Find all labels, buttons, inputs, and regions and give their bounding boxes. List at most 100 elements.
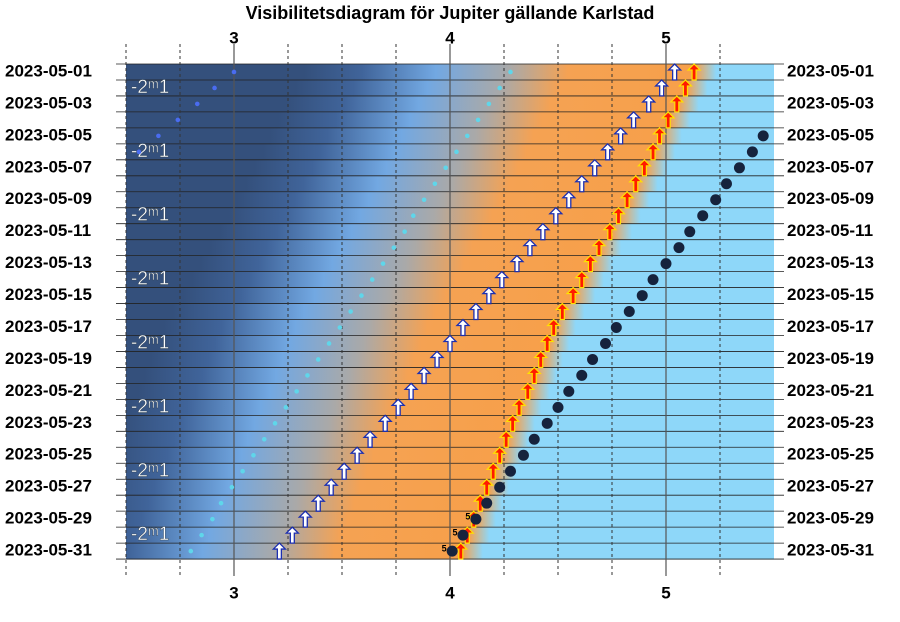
marker-dot <box>517 449 529 461</box>
date-label: 2023-05-13 <box>787 253 874 272</box>
marker-dot <box>636 290 648 302</box>
date-label: 2023-05-03 <box>5 93 92 112</box>
marker-dot <box>720 178 732 190</box>
sun-arrow <box>511 398 527 416</box>
marker-dot <box>210 516 215 522</box>
x-tick-label: 3 <box>229 28 238 47</box>
marker-dot <box>623 306 635 318</box>
sun-arrow <box>669 95 685 113</box>
marker-dot <box>443 165 448 171</box>
rise-arrow <box>297 510 313 528</box>
date-label: 2023-05-09 <box>5 189 92 208</box>
magnitude-label: -2ᵐ1 <box>131 269 169 290</box>
marker-dot <box>337 325 343 330</box>
date-label: 2023-05-07 <box>787 157 874 176</box>
date-label: 2023-05-17 <box>787 317 874 336</box>
x-tick-label: 4 <box>445 583 455 602</box>
rise-arrow <box>535 222 551 241</box>
rise-arrow <box>323 478 339 496</box>
marker-dot <box>348 309 353 314</box>
sun-arrow <box>546 318 562 337</box>
rise-arrow <box>667 63 683 81</box>
marker-dot <box>697 210 709 222</box>
marker-dot <box>240 468 245 474</box>
sun-arrow <box>645 142 661 161</box>
marker-dot <box>600 337 612 349</box>
rise-arrow <box>561 190 577 209</box>
date-label: 2023-05-27 <box>787 477 874 496</box>
sun-arrow <box>628 174 644 193</box>
date-label: 2023-05-09 <box>787 189 874 208</box>
date-label: 2023-05-21 <box>787 381 874 400</box>
date-label: 2023-05-11 <box>787 221 873 240</box>
date-label: 2023-05-25 <box>5 445 92 464</box>
marker-dot <box>673 242 685 254</box>
sun-arrow <box>533 350 549 369</box>
sun-arrow <box>660 111 676 129</box>
rise-arrow <box>468 302 484 321</box>
sun-arrow <box>574 270 590 289</box>
point-label: 5 <box>452 527 457 537</box>
rise-arrow <box>600 142 616 161</box>
date-label: 2023-05-19 <box>787 349 874 368</box>
marker-dot <box>710 194 722 206</box>
date-label: 2023-05-31 <box>5 541 92 560</box>
sun-arrow <box>582 254 598 273</box>
rise-arrow <box>390 398 406 417</box>
marker-dot <box>454 149 459 155</box>
magnitude-label: -2ᵐ1 <box>131 77 169 98</box>
date-label: 2023-05-11 <box>5 221 91 240</box>
marker-dot <box>175 117 181 123</box>
marker-dot <box>136 149 142 155</box>
marker-dot <box>359 293 364 298</box>
marker-dot <box>305 373 310 378</box>
sun-arrow <box>520 382 536 400</box>
marker-dot <box>294 389 299 394</box>
sun-arrow <box>636 158 652 177</box>
marker-dot <box>587 353 599 365</box>
marker-dot <box>552 401 564 413</box>
marker-dot <box>402 229 407 234</box>
sun-arrow <box>686 63 702 81</box>
marker-dot <box>194 101 200 107</box>
magnitude-label: -2ᵐ1 <box>131 332 169 353</box>
date-label: 2023-05-07 <box>5 157 92 176</box>
marker-dot <box>563 385 575 397</box>
marker-dot <box>421 197 427 203</box>
date-label: 2023-05-23 <box>5 413 92 432</box>
x-tick-label: 5 <box>661 583 670 602</box>
rise-arrow <box>336 462 352 480</box>
marker-dot <box>494 481 506 493</box>
sun-arrow <box>539 334 555 353</box>
marker-dot <box>380 261 386 266</box>
date-label: 2023-05-05 <box>787 125 874 144</box>
marker-dot <box>757 130 769 142</box>
marker-dot <box>746 146 758 158</box>
marker-dot <box>541 417 553 429</box>
sun-arrow <box>677 79 693 97</box>
rise-arrow <box>284 526 300 544</box>
marker-dot <box>231 69 237 75</box>
marker-dot <box>315 357 321 362</box>
marker-dot <box>261 436 267 442</box>
sun-arrow <box>591 238 607 257</box>
plot-area <box>116 44 784 576</box>
date-label: 2023-05-25 <box>787 445 874 464</box>
marker-dot <box>733 162 745 174</box>
date-label: 2023-05-29 <box>787 509 874 528</box>
rise-arrow <box>349 446 365 464</box>
marker-dot <box>497 85 502 91</box>
marker-dot <box>432 181 438 187</box>
date-label: 2023-05-31 <box>787 541 874 560</box>
date-label: 2023-05-15 <box>5 285 92 304</box>
marker-dot <box>464 133 470 139</box>
date-label: 2023-05-27 <box>5 477 92 496</box>
marker-dot <box>199 532 204 538</box>
date-label: 2023-05-19 <box>5 349 92 368</box>
sun-arrow <box>602 222 618 241</box>
marker-dot <box>229 484 235 490</box>
marker-dot <box>576 369 588 381</box>
marker-dot <box>504 465 516 477</box>
sun-arrow <box>652 127 667 145</box>
marker-dot <box>470 513 482 525</box>
